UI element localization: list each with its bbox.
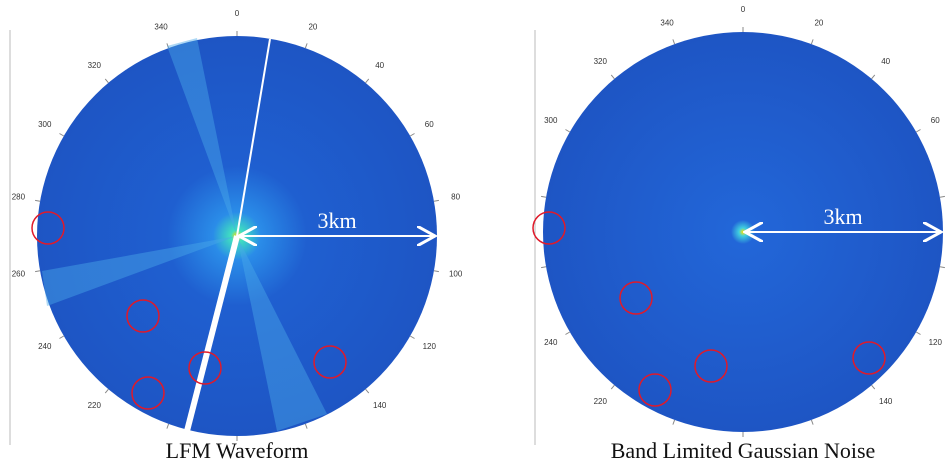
rim-tick	[409, 335, 415, 339]
rim-tick	[915, 331, 921, 335]
rim-tick	[672, 419, 676, 425]
target-marker	[131, 376, 165, 410]
rim-tick	[166, 43, 170, 49]
caption: LFM Waveform	[166, 438, 309, 463]
target-marker	[694, 349, 728, 383]
azimuth-label: 0	[741, 5, 746, 14]
rim-tick	[59, 133, 65, 137]
rim-tick	[59, 335, 65, 339]
rim-tick	[565, 331, 571, 335]
rim-tick	[304, 43, 308, 49]
caption: Band Limited Gaussian Noise	[611, 438, 876, 463]
target-marker	[532, 211, 566, 245]
range-label: 3km	[317, 208, 356, 233]
rim-tick	[104, 388, 109, 394]
rim-tick	[610, 74, 615, 80]
clutter-streaks	[42, 38, 327, 431]
azimuth-label: 340	[154, 22, 168, 31]
azimuth-label: 240	[544, 338, 558, 347]
azimuth-label: 100	[449, 270, 463, 279]
rim-tick	[915, 129, 921, 133]
azimuth-label: 300	[544, 116, 558, 125]
azimuth-label: 20	[308, 22, 317, 31]
rim-tick	[409, 133, 415, 137]
rim-tick	[565, 129, 571, 133]
azimuth-label: 120	[423, 342, 437, 351]
azimuth-label: 260	[12, 270, 26, 279]
target-marker	[188, 351, 222, 385]
azimuth-label: 300	[38, 120, 52, 129]
blank-sector	[184, 235, 240, 432]
target-marker	[619, 281, 653, 315]
azimuth-label: 80	[451, 193, 460, 202]
rim-tick	[939, 266, 945, 269]
rim-tick	[365, 388, 370, 394]
rim-tick	[871, 384, 876, 390]
azimuth-label: 340	[660, 18, 674, 27]
rim-tick	[433, 270, 439, 273]
rim-tick	[810, 39, 814, 45]
azimuth-label: 60	[425, 120, 434, 129]
azimuth-label: 140	[879, 397, 893, 406]
azimuth-label: 280	[12, 193, 26, 202]
azimuth-label: 60	[931, 116, 940, 125]
rim-tick	[166, 423, 170, 429]
blank-sector	[236, 38, 271, 237]
range-label: 3km	[823, 204, 862, 229]
azimuth-label: 40	[375, 61, 384, 70]
azimuth-label: 220	[88, 401, 102, 410]
azimuth-label: 220	[594, 397, 608, 406]
rim-tick	[365, 78, 370, 84]
azimuth-label: 140	[373, 401, 387, 410]
azimuth-label: 240	[38, 342, 52, 351]
rim-tick	[939, 195, 945, 198]
target-marker	[313, 345, 347, 379]
target-marker	[852, 341, 886, 375]
target-marker	[126, 299, 160, 333]
rim-tick	[104, 78, 109, 84]
azimuth-label: 120	[929, 338, 943, 347]
azimuth-label: 40	[881, 57, 890, 66]
rim-tick	[433, 199, 439, 202]
rim-tick	[610, 384, 615, 390]
azimuth-label: 320	[88, 61, 102, 70]
rim-tick	[35, 270, 41, 273]
rim-tick	[541, 195, 547, 198]
azimuth-label: 20	[814, 18, 823, 27]
target-marker	[638, 373, 672, 407]
rim-tick	[672, 39, 676, 45]
target-marker	[31, 211, 65, 245]
rim-tick	[304, 423, 308, 429]
azimuth-label: 0	[235, 9, 240, 18]
rim-tick	[810, 419, 814, 425]
rim-tick	[541, 266, 547, 269]
rim-tick	[35, 199, 41, 202]
rim-tick	[871, 74, 876, 80]
azimuth-label: 320	[594, 57, 608, 66]
